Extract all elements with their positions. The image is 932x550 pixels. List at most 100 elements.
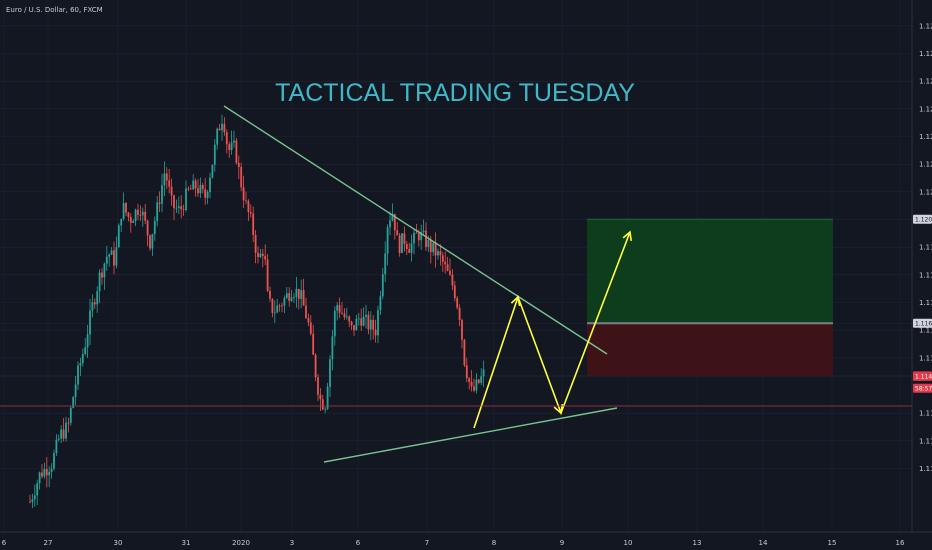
symbol-label: Euro / U.S. Dollar, 60, FXCM bbox=[6, 6, 103, 14]
candle-body bbox=[91, 302, 94, 311]
candle-body bbox=[396, 230, 399, 236]
target-zone bbox=[587, 219, 833, 324]
x-tick-label: 3 bbox=[290, 539, 294, 547]
candle-body bbox=[141, 211, 144, 216]
candle-body bbox=[36, 483, 39, 496]
candle-body bbox=[84, 347, 87, 354]
candle-body bbox=[170, 186, 173, 196]
candle-body bbox=[309, 322, 312, 334]
candle-body bbox=[192, 180, 195, 190]
candle-body bbox=[120, 218, 123, 226]
candle-body bbox=[101, 272, 103, 278]
candle-body bbox=[235, 140, 238, 163]
candle-body bbox=[473, 386, 475, 391]
candle-body bbox=[420, 231, 423, 241]
y-tick-label: 1.12200 bbox=[919, 161, 932, 169]
candle-body bbox=[201, 184, 204, 190]
price-badge bbox=[913, 371, 932, 381]
candle-body bbox=[372, 319, 375, 330]
x-tick-label: 2020 bbox=[232, 539, 250, 547]
candle-body bbox=[362, 316, 365, 326]
candle-body bbox=[331, 336, 334, 360]
candle-body bbox=[173, 195, 175, 209]
candle-body bbox=[225, 132, 228, 145]
candle-body bbox=[398, 235, 401, 253]
candle-body bbox=[271, 298, 274, 313]
candle-body bbox=[41, 472, 43, 477]
x-tick-label: 31 bbox=[182, 539, 191, 547]
candle-body bbox=[233, 140, 235, 143]
candle-body bbox=[180, 206, 183, 210]
time-axis[interactable]: 6 27 30 31 2020 3 6 7 8 9 10 13 14 15 16 bbox=[0, 531, 932, 547]
y-tick-label: 1.12600 bbox=[919, 50, 932, 58]
candle-body bbox=[480, 376, 483, 383]
candle-body bbox=[477, 379, 480, 383]
x-tick-label: 8 bbox=[492, 539, 496, 547]
candle-body bbox=[410, 243, 413, 253]
candle-body bbox=[269, 290, 271, 299]
candle-body bbox=[151, 234, 154, 249]
overlay-title: TACTICAL TRADING TUESDAY bbox=[275, 79, 635, 107]
candle-body bbox=[405, 243, 408, 250]
x-tick-label: 27 bbox=[44, 539, 53, 547]
candle-body bbox=[110, 250, 113, 255]
candle-body bbox=[60, 429, 63, 439]
position-zones bbox=[587, 218, 833, 376]
candle-body bbox=[446, 264, 449, 271]
candle-body bbox=[33, 495, 36, 500]
candle-body bbox=[127, 212, 130, 217]
x-tick-label: 10 bbox=[624, 539, 633, 547]
candle-body bbox=[468, 378, 471, 383]
candle-body bbox=[401, 233, 403, 253]
candle-body bbox=[384, 253, 387, 275]
candle-body bbox=[365, 314, 367, 317]
candle-body bbox=[204, 189, 207, 198]
price-badge bbox=[913, 214, 932, 224]
candle-body bbox=[336, 305, 339, 311]
price-badge-label: 1.11625 bbox=[915, 320, 932, 327]
candle-body bbox=[437, 251, 439, 256]
candle-body bbox=[163, 173, 166, 186]
candle-body bbox=[341, 312, 343, 314]
candle-body bbox=[278, 305, 281, 307]
candle-body bbox=[177, 206, 180, 208]
candle-body bbox=[307, 318, 310, 323]
candle-body bbox=[276, 305, 279, 313]
candle-body bbox=[139, 214, 142, 216]
candle-body bbox=[458, 307, 461, 321]
candle-body bbox=[353, 325, 355, 331]
x-tick-label: 13 bbox=[693, 539, 702, 547]
candle-body bbox=[96, 291, 99, 305]
candle-body bbox=[273, 312, 276, 314]
candle-body bbox=[302, 290, 305, 306]
arrow-head bbox=[553, 403, 564, 415]
candle-body bbox=[281, 305, 283, 307]
candle-body bbox=[415, 232, 418, 234]
candle-body bbox=[324, 408, 327, 410]
candle-body bbox=[369, 319, 372, 330]
x-tick-label: 15 bbox=[828, 539, 837, 547]
candle-body bbox=[105, 256, 108, 264]
price-badge bbox=[913, 383, 932, 393]
candle-body bbox=[77, 365, 79, 385]
candle-body bbox=[288, 293, 291, 301]
candle-body bbox=[413, 232, 415, 244]
candle-body bbox=[357, 318, 360, 320]
price-badge-label: 58:57 bbox=[915, 385, 932, 392]
candle-body bbox=[297, 288, 300, 299]
projected-path bbox=[473, 231, 631, 429]
candle-body bbox=[312, 333, 315, 355]
candle-body bbox=[103, 263, 106, 278]
price-axis[interactable]: 1.12700 1.12600 1.12500 1.12400 1.12300 1.122… bbox=[911, 0, 932, 550]
price-badge-label: 1.11433 bbox=[915, 374, 932, 381]
candle-body bbox=[317, 377, 319, 395]
candle-body bbox=[65, 422, 67, 439]
candle-body bbox=[451, 274, 454, 286]
candle-body bbox=[31, 499, 34, 502]
candle-body bbox=[367, 314, 370, 330]
candle-body bbox=[261, 253, 264, 256]
candle-body bbox=[475, 379, 478, 391]
candle-body bbox=[206, 191, 209, 198]
